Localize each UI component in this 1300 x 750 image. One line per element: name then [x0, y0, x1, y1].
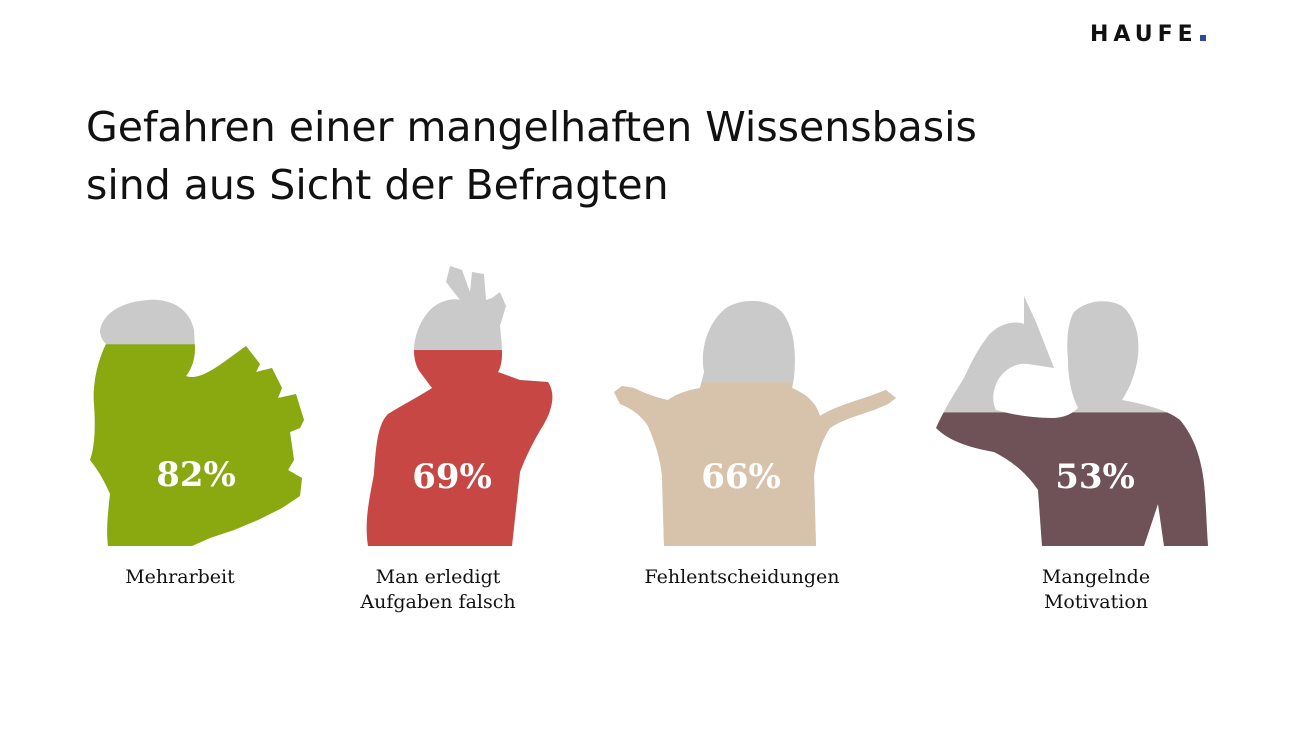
category-label-4: Mangelnde Motivation	[976, 565, 1216, 615]
figure-2	[366, 266, 553, 546]
category-label-1-line-1: Mehrarbeit	[125, 566, 235, 588]
infographic-chart: 82% 69% 66% 53%	[90, 266, 1208, 546]
figure-3	[614, 300, 896, 546]
value-label-2: 69%	[412, 457, 492, 497]
bar-2-fill	[366, 350, 553, 546]
bar-1-fill	[90, 344, 304, 546]
logo-dot	[1199, 35, 1206, 41]
value-label-3: 66%	[701, 457, 781, 497]
page-title: Gefahren einer mangelhaften Wissensbasis…	[86, 98, 1086, 214]
category-label-2-line-1: Man erledigt	[375, 566, 501, 588]
category-label-3-line-1: Fehlentscheidungen	[644, 566, 840, 588]
title-line-2: sind aus Sicht der Befragten	[86, 161, 669, 209]
logo-text: HAUFE	[1090, 22, 1198, 47]
value-label-1: 82%	[156, 455, 236, 495]
category-label-1: Mehrarbeit	[60, 565, 300, 590]
category-label-4-line-1: Mangelnde	[1041, 566, 1151, 588]
percentage-labels: 82% 69% 66% 53%	[156, 455, 1135, 497]
figure-1	[90, 299, 304, 546]
category-label-4-line-2: Motivation	[1043, 591, 1149, 613]
category-label-2-line-2: Aufgaben falsch	[360, 591, 516, 613]
value-label-4: 53%	[1055, 457, 1135, 497]
category-label-2: Man erledigt Aufgaben falsch	[318, 565, 558, 615]
title-line-1: Gefahren einer mangelhaften Wissensbasis	[86, 103, 977, 151]
category-label-3: Fehlentscheidungen	[622, 565, 862, 590]
figure-silhouettes	[90, 266, 1208, 546]
figure-4	[936, 296, 1208, 546]
haufe-logo: HAUFE	[1090, 22, 1270, 52]
